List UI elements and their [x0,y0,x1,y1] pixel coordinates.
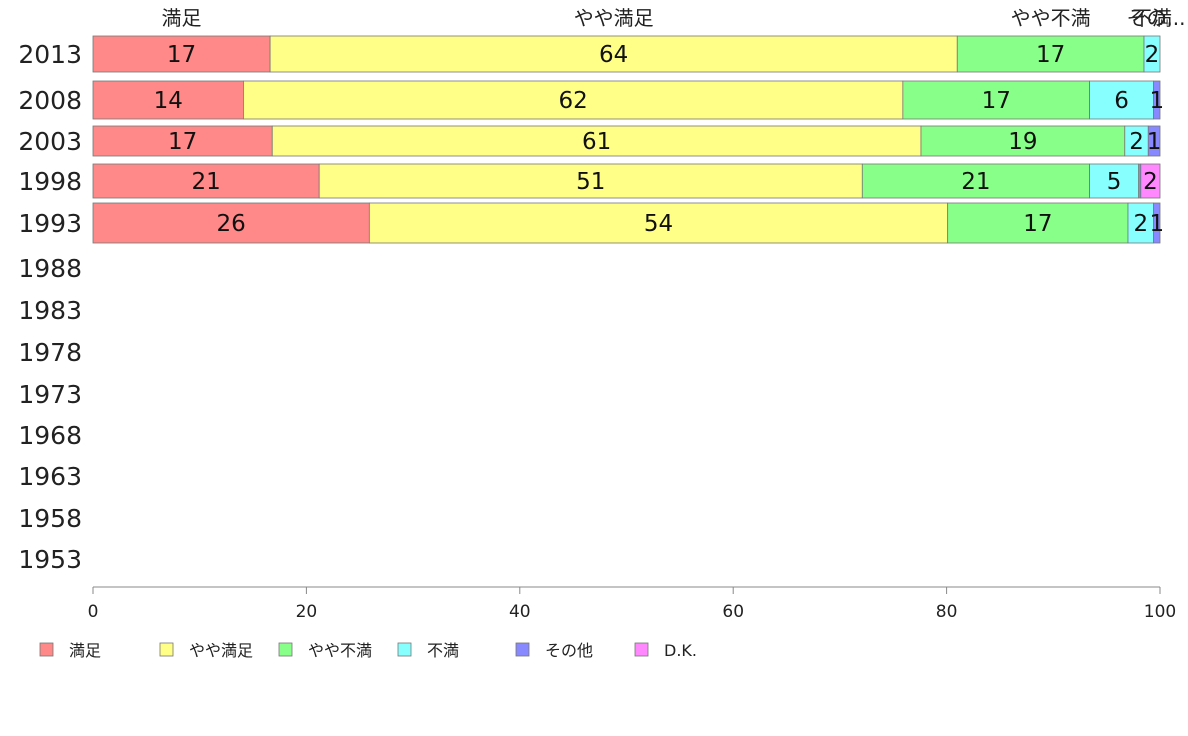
bar-segment-1993-somewhat-dissatisfied [947,202,1129,244]
bar-segment-1998-somewhat-satisfied [318,163,863,199]
bar-segment-1998-dissatisfied [1089,163,1140,199]
year-label-2008: 2008 [18,86,82,115]
bar-segment-1998-satisfied [92,163,320,199]
data-label-1993-dissatisfied: 2 [1133,211,1148,237]
data-label-2008-somewhat-dissatisfied: 17 [982,88,1011,114]
bar-segment-2008-dissatisfied [1089,80,1154,120]
year-label-1993: 1993 [18,209,82,238]
data-label-1998-dk: 2 [1143,169,1158,195]
year-label-2003: 2003 [18,127,82,156]
legend-swatch-dk [634,642,649,657]
year-label-1983: 1983 [18,296,82,325]
bar-segment-1998-somewhat-dissatisfied [861,163,1090,199]
legend-label-satisfied: 満足 [69,641,101,660]
legend-swatch-other [515,642,530,657]
data-label-1993-somewhat-satisfied: 54 [644,211,673,237]
data-label-1998-satisfied: 21 [191,169,220,195]
bar-segment-1993-somewhat-satisfied [368,202,949,244]
legend-item-somewhat-satisfied: やや満足 [159,641,253,660]
top-label-dissatisfied: 不満 [1132,6,1172,30]
bar-segment-2013-dissatisfied [1143,35,1161,73]
bar-segment-2008-somewhat-dissatisfied [902,80,1090,120]
data-label-1993-satisfied: 26 [217,211,246,237]
bar-segment-2003-somewhat-dissatisfied [920,125,1126,157]
legend-label-dissatisfied: 不満 [427,641,459,660]
data-label-2013-satisfied: 17 [167,42,196,68]
legend-item-dissatisfied: 不満 [397,641,459,660]
data-label-2008-satisfied: 14 [154,88,183,114]
top-label-other: その... [1126,6,1185,30]
bar-segment-2008-other [1153,80,1161,120]
data-label-1993-somewhat-dissatisfied: 17 [1023,211,1052,237]
bar-segment-1993-dissatisfied [1127,202,1154,244]
legend-item-other: その他 [515,641,593,660]
data-label-2013-dissatisfied: 2 [1145,42,1160,68]
year-label-1973: 1973 [18,380,82,409]
x-tick-label-60: 60 [722,602,744,622]
year-label-1968: 1968 [18,421,82,450]
x-axis: 0 20 40 60 80 100 [88,586,1176,622]
bar-segment-2013-somewhat-satisfied [269,35,958,73]
data-label-2008-somewhat-satisfied: 62 [559,88,588,114]
data-label-2003-somewhat-satisfied: 61 [582,129,611,155]
bars: 17 64 17 214 62 17 6 117 61 19 2 121 51 21 5 226 54 17 2 1 [92,35,1164,244]
data-label-2003-somewhat-dissatisfied: 19 [1008,129,1037,155]
bar-segment-1998-dk [1140,163,1161,199]
year-label-1978: 1978 [18,338,82,367]
year-label-1958: 1958 [18,504,82,533]
year-label-1988: 1988 [18,254,82,283]
year-labels: 2013 2008 2003 1998 1993 1988 1983 1978 1973 1968… [18,40,82,574]
data-label-1993-other: 1 [1149,211,1164,237]
legend-label-somewhat-dissatisfied: やや不満 [308,641,372,660]
bar-segment-2008-satisfied [92,80,244,120]
data-label-2013-somewhat-satisfied: 64 [599,42,628,68]
legend-swatch-dissatisfied [397,642,412,657]
data-label-2003-other: 1 [1147,129,1162,155]
data-label-1998-dissatisfied: 5 [1107,169,1122,195]
legend-label-somewhat-satisfied: やや満足 [189,641,253,660]
x-tick-label-80: 80 [936,602,958,622]
data-label-2003-dissatisfied: 2 [1129,129,1144,155]
x-tick-label-40: 40 [509,602,531,622]
x-tick-label-20: 20 [296,602,318,622]
legend-label-other: その他 [545,641,593,660]
bar-segment-1993-other [1153,202,1161,244]
bar-segment-2003-satisfied [92,125,273,157]
legend-item-satisfied: 満足 [39,641,101,660]
year-label-1998: 1998 [18,167,82,196]
legend-label-dk: D.K. [664,641,697,660]
legend-swatch-satisfied [39,642,54,657]
data-label-1998-somewhat-dissatisfied: 21 [961,169,990,195]
x-tick-label-100: 100 [1144,602,1176,622]
year-label-1953: 1953 [18,545,82,574]
top-label-satisfied: 満足 [162,6,202,30]
bar-segment-2013-somewhat-dissatisfied [956,35,1145,73]
top-label-somewhat-satisfied: やや満足 [574,6,654,30]
legend-item-dk: D.K. [634,641,697,660]
data-label-1998-somewhat-satisfied: 51 [576,169,605,195]
year-label-1963: 1963 [18,462,82,491]
legend-swatch-somewhat-satisfied [159,642,174,657]
top-labels: 満足 やや満足 やや不満 不満その... [162,6,1186,30]
legend-item-somewhat-dissatisfied: やや不満 [278,641,372,660]
bar-segment-2003-other [1147,125,1161,157]
bar-segment-2008-somewhat-satisfied [243,80,904,120]
year-label-2013: 2013 [18,40,82,69]
bar-segment-1993-satisfied [92,202,370,244]
data-label-2003-satisfied: 17 [168,129,197,155]
top-label-somewhat-dissatisfied: やや不満 [1011,6,1091,30]
legend: 満足 やや満足 やや不満 不満 その他 D.K. [39,641,697,660]
data-label-2008-dissatisfied: 6 [1114,88,1129,114]
x-tick-label-0: 0 [88,602,99,622]
legend-swatch-somewhat-dissatisfied [278,642,293,657]
bar-segment-2013-satisfied [92,35,271,73]
data-label-2013-somewhat-dissatisfied: 17 [1036,42,1065,68]
data-label-2008-other: 1 [1149,88,1164,114]
